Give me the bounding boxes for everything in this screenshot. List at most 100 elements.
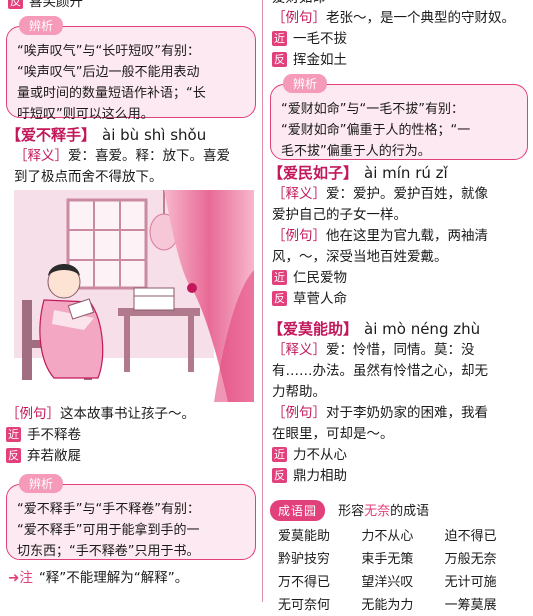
chengyu-item: 爱莫能助 bbox=[278, 529, 331, 544]
shiyi-text: 爱：怜惜，同情。莫：没 bbox=[326, 342, 475, 358]
jin-line: 近力不从心 bbox=[268, 445, 488, 466]
liju-line: 在眼里，可却是～。 bbox=[272, 426, 394, 442]
liju-label: ［例句］ bbox=[272, 228, 326, 244]
jin-line: 近一毛不拔 bbox=[272, 29, 515, 50]
jin-tag: 近 bbox=[272, 447, 287, 462]
story-illustration bbox=[14, 190, 254, 402]
liju-label: ［例句］ bbox=[6, 406, 60, 422]
entry-heading: 【爱莫能助】 ài mò néng zhù bbox=[268, 318, 488, 340]
fan-tag: 反 bbox=[272, 468, 287, 483]
bianxi-box-1: 辨析 “唉声叹气”与“长吁短叹”有别： “唉声叹气”后边一般不能用表动 量或时间… bbox=[6, 16, 256, 122]
fan-tag: 反 bbox=[6, 448, 21, 463]
chengyu-heading: 形容无奈的成语 bbox=[338, 504, 429, 519]
shiyi-line: 力帮助。 bbox=[272, 384, 326, 400]
heading-post: 的成语 bbox=[390, 504, 430, 519]
shiyi-label: ［释义］ bbox=[14, 148, 68, 164]
entry-heading: 【爱民如子】 ài mín rú zǐ bbox=[268, 162, 488, 184]
fan-tag: 反 bbox=[8, 0, 23, 9]
entry-aimonengzhu: 【爱莫能助】 ài mò néng zhù ［释义］爱：怜惜，同情。莫：没 有……… bbox=[268, 318, 488, 487]
heading-highlight: 无奈 bbox=[364, 504, 391, 519]
fan-line: 反鼎力相助 bbox=[268, 466, 488, 487]
fan-line: 反弃若敝屣 bbox=[6, 446, 195, 467]
jin-text: 仁民爱物 bbox=[293, 270, 347, 286]
entry-word: 【爱民如子】 bbox=[268, 164, 359, 182]
entry-aibushishou-examples: ［例句］这本故事书让孩子～。 近手不释卷 反弃若敝屣 bbox=[6, 404, 195, 467]
chengyu-item: 黔驴技穷 bbox=[278, 552, 331, 567]
bianxi-line: “爱财如命”偏重于人的性格；“一 bbox=[281, 123, 471, 138]
entry-pinyin: ài mín rú zǐ bbox=[364, 164, 448, 182]
liju-label: ［例句］ bbox=[272, 405, 326, 421]
liju-line: 风，～，深受当地百姓爱戴。 bbox=[272, 249, 448, 265]
entry-heading: 【爱不释手】 ài bù shì shǒu bbox=[6, 124, 230, 146]
arrow-icon: ➜ bbox=[8, 570, 20, 586]
chengyu-item: 束手无策 bbox=[361, 552, 414, 567]
bianxi-tag: 辨析 bbox=[19, 474, 64, 493]
entry-pinyin: ài bù shì shǒu bbox=[102, 126, 207, 144]
fan-text: 草菅人命 bbox=[293, 291, 347, 307]
note-line: ➜注 “释”不能理解为“解释”。 bbox=[8, 568, 188, 589]
chengyu-item: 力不从心 bbox=[361, 529, 414, 544]
liju-text: 这本故事书让孩子～。 bbox=[60, 406, 195, 422]
chengyu-item: 一筹莫展 bbox=[444, 598, 497, 613]
bianxi-line: 切东西；“手不释卷”只用于书。 bbox=[17, 544, 200, 559]
bianxi-box-3: 辨析 “爱财如命”与“一毛不拔”有别： “爱财如命”偏重于人的性格；“一 毛不拔… bbox=[270, 74, 528, 160]
note-text: “释”不能理解为“解释”。 bbox=[38, 570, 189, 586]
bianxi-line: 量或时间的数量短语作补语；“长 bbox=[17, 86, 206, 101]
chengyu-title: 成语园 bbox=[270, 500, 326, 521]
liju-text: 老张～，是一个典型的守财奴。 bbox=[326, 10, 515, 26]
shiyi-line: ［释义］爱：爱护。爱护百姓，就像 bbox=[268, 184, 488, 205]
bianxi-line: 吁短叹”则可以这么用。 bbox=[17, 107, 154, 122]
shiyi-label: ［释义］ bbox=[272, 186, 326, 202]
jin-tag: 近 bbox=[272, 31, 287, 46]
shiyi-line: 到了极点而舍不得放下。 bbox=[14, 169, 163, 185]
fan-line: 反草菅人命 bbox=[268, 289, 488, 310]
chengyu-item: 万般无奈 bbox=[444, 552, 497, 567]
jin-text: 手不释卷 bbox=[27, 427, 81, 443]
shiyi-line: 爱护自己的子女一样。 bbox=[272, 207, 407, 223]
entry-aicairuming-examples: ［例句］老张～，是一个典型的守财奴。 近一毛不拔 反挥金如土 bbox=[272, 8, 515, 71]
shiyi-line: ［释义］爱：怜惜，同情。莫：没 bbox=[268, 340, 488, 361]
chengyu-item: 迫不得已 bbox=[444, 529, 497, 544]
chengyu-garden: 成语园 形容无奈的成语 爱莫能助 力不从心 迫不得已 黔驴技穷 束手无策 万般无… bbox=[270, 500, 528, 616]
fan-line: 反挥金如土 bbox=[272, 50, 515, 71]
bianxi-line: “唉声叹气”后边一般不能用表动 bbox=[17, 65, 200, 80]
chengyu-item: 无计可施 bbox=[444, 575, 497, 590]
bianxi-line: “爱财如命”与“一毛不拔”有别： bbox=[281, 102, 464, 117]
bianxi-tag: 辨析 bbox=[283, 74, 328, 93]
bianxi-line: “爱不释手”可用于能拿到手的一 bbox=[17, 523, 200, 538]
shiyi-text: 爱：爱护。爱护百姓，就像 bbox=[326, 186, 488, 202]
shiyi-line: ［释义］爱：喜爱。释：放下。喜爱 bbox=[6, 146, 230, 167]
jin-line: 近仁民爱物 bbox=[268, 268, 488, 289]
entry-aibushishou: 【爱不释手】 ài bù shì shǒu ［释义］爱：喜爱。释：放下。喜爱 到了… bbox=[6, 124, 230, 188]
fan-text: 弃若敝屣 bbox=[27, 448, 81, 464]
bianxi-line: 毛不拔”偏重于人的行为。 bbox=[281, 144, 431, 159]
liju-label: ［例句］ bbox=[272, 10, 326, 26]
shiyi-label: ［释义］ bbox=[272, 342, 326, 358]
bianxi-line: “唉声叹气”与“长吁短叹”有别： bbox=[17, 44, 200, 59]
jin-text: 力不从心 bbox=[293, 447, 347, 463]
liju-line: ［例句］对于李奶奶家的困难，我看 bbox=[268, 403, 488, 424]
liju-text: 对于李奶奶家的困难，我看 bbox=[326, 405, 488, 421]
jin-text: 一毛不拔 bbox=[293, 31, 347, 47]
column-divider bbox=[262, 0, 263, 602]
top-partial-line: 爱财如命 bbox=[272, 0, 326, 9]
liju-line: ［例句］老张～，是一个典型的守财奴。 bbox=[272, 8, 515, 29]
entry-aiminruzi: 【爱民如子】 ài mín rú zǐ ［释义］爱：爱护。爱护百姓，就像 爱护自己… bbox=[268, 162, 488, 310]
note-label: 注 bbox=[19, 570, 33, 586]
top-fan-text: 喜笑颜开 bbox=[29, 0, 83, 10]
chengyu-item: 万不得已 bbox=[278, 575, 331, 590]
fan-tag: 反 bbox=[272, 291, 287, 306]
fan-text: 挥金如土 bbox=[293, 52, 347, 68]
bianxi-box-2: 辨析 “爱不释手”与“手不释卷”有别： “爱不释手”可用于能拿到手的一 切东西；… bbox=[6, 474, 256, 560]
liju-line: ［例句］这本故事书让孩子～。 bbox=[6, 404, 195, 425]
heading-pre: 形容 bbox=[338, 504, 365, 519]
chengyu-grid: 爱莫能助 力不从心 迫不得已 黔驴技穷 束手无策 万般无奈 万不得已 望洋兴叹 … bbox=[270, 527, 528, 616]
jin-tag: 近 bbox=[6, 427, 21, 442]
shiyi-line: 有……办法。虽然有怜惜之心，却无 bbox=[272, 363, 488, 379]
chengyu-item: 无可奈何 bbox=[278, 598, 331, 613]
bianxi-line: “爱不释手”与“手不释卷”有别： bbox=[17, 502, 200, 517]
chengyu-item: 望洋兴叹 bbox=[361, 575, 414, 590]
top-fan-line: 反喜笑颜开 bbox=[8, 0, 83, 13]
entry-word: 【爱莫能助】 bbox=[268, 320, 359, 338]
entry-word: 【爱不释手】 bbox=[6, 126, 97, 144]
